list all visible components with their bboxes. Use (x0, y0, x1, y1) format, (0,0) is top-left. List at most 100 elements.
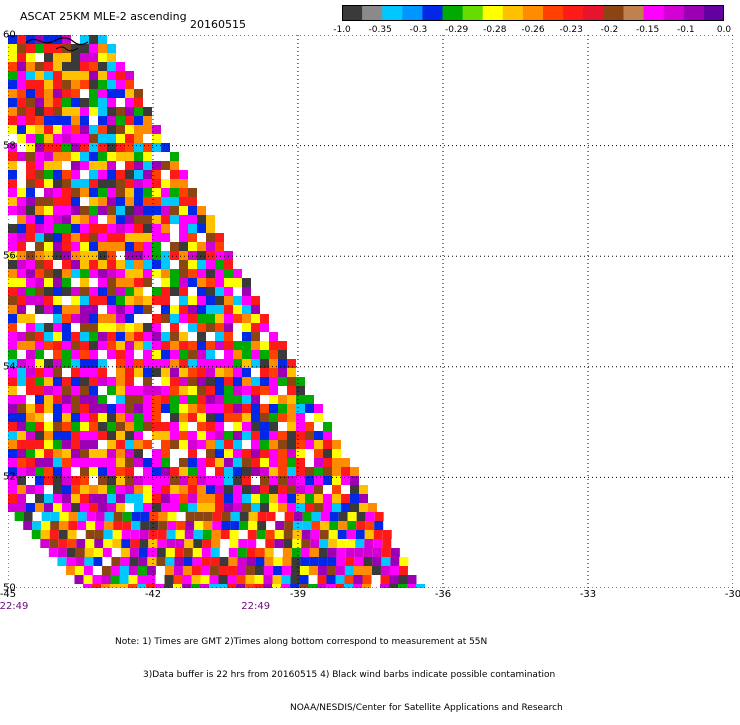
swath-cell (323, 467, 332, 476)
swath-cell (161, 287, 170, 296)
colorbar-label: -0.15 (635, 25, 660, 35)
swath-cell (152, 233, 161, 242)
swath-cell (83, 575, 93, 584)
swath-cell (164, 584, 174, 588)
swath-cell (80, 278, 89, 287)
swath-cell (107, 44, 116, 53)
swath-cell (233, 458, 242, 467)
swath-cell (26, 458, 35, 467)
swath-cell (134, 296, 143, 305)
swath-cell (62, 44, 71, 53)
swath-cell (251, 449, 260, 458)
swath-cell (71, 143, 80, 152)
swath-cell (98, 251, 107, 260)
swath-cell (161, 278, 170, 287)
swath-cell (128, 566, 138, 575)
swath-cell (143, 197, 152, 206)
swath-cell (143, 341, 152, 350)
swath-cell (197, 233, 206, 242)
swath-cell (345, 548, 355, 557)
swath-cell (116, 332, 125, 341)
swath-cell (98, 296, 107, 305)
swath-cell (71, 161, 80, 170)
swath-cell (310, 539, 320, 548)
swath-cell (8, 188, 17, 197)
swath-cell (179, 494, 188, 503)
swath-cell (125, 242, 134, 251)
swath-cell (76, 530, 86, 539)
swath-cell (116, 503, 125, 512)
swath-cell (308, 584, 318, 588)
swath-cell (44, 206, 53, 215)
swath-cell (107, 494, 116, 503)
colorbar-segment (422, 5, 444, 21)
swath-cell (53, 89, 62, 98)
swath-cell (125, 197, 134, 206)
swath-cell (242, 323, 251, 332)
swath-cell (8, 377, 17, 386)
swath-cell (293, 512, 303, 521)
swath-cell (62, 431, 71, 440)
swath-cell (161, 242, 170, 251)
swath-cell (62, 143, 71, 152)
swath-cell (53, 476, 62, 485)
swath-cell (269, 449, 278, 458)
swath-cell (26, 71, 35, 80)
swath-cell (206, 215, 215, 224)
swath-cell (35, 233, 44, 242)
swath-cell (80, 341, 89, 350)
swath-cell (53, 494, 62, 503)
swath-cell (98, 233, 107, 242)
colorbar-segment (583, 5, 604, 21)
swath-cell (110, 575, 120, 584)
swath-cell (134, 404, 143, 413)
swath-cell (179, 386, 188, 395)
swath-cell (179, 251, 188, 260)
swath-cell (26, 278, 35, 287)
swath-cell (35, 413, 44, 422)
swath-cell (179, 341, 188, 350)
swath-cell (116, 242, 125, 251)
swath-cell (152, 125, 161, 134)
swath-cell (287, 476, 296, 485)
swath-cell (62, 206, 71, 215)
swath-cell (95, 521, 105, 530)
swath-cell (308, 575, 318, 584)
swath-cell (233, 422, 242, 431)
swath-cell (53, 305, 62, 314)
swath-cell (17, 224, 26, 233)
swath-cell (224, 413, 233, 422)
swath-cell (134, 98, 143, 107)
swath-cell (211, 530, 221, 539)
swath-cell (188, 431, 197, 440)
swath-cell (314, 476, 323, 485)
swath-cell (224, 296, 233, 305)
swath-cell (128, 584, 138, 588)
swath-cell (53, 350, 62, 359)
swath-cell (215, 467, 224, 476)
swath-cell (8, 368, 17, 377)
swath-cell (71, 107, 80, 116)
swath-cell (161, 296, 170, 305)
swath-cell (170, 458, 179, 467)
swath-cell (143, 260, 152, 269)
swath-cell (44, 152, 53, 161)
swath-cell (269, 332, 278, 341)
swath-cell (26, 53, 35, 62)
swath-cell (152, 152, 161, 161)
swath-cell (206, 323, 215, 332)
swath-cell (107, 269, 116, 278)
swath-cell (269, 413, 278, 422)
swath-cell (266, 521, 276, 530)
swath-cell (179, 467, 188, 476)
swath-cell (264, 557, 274, 566)
swath-cell (179, 242, 188, 251)
swath-cell (197, 296, 206, 305)
swath-cell (125, 422, 134, 431)
swath-cell (111, 557, 121, 566)
swath-cell (161, 305, 170, 314)
swath-cell (233, 494, 242, 503)
swath-cell (134, 395, 143, 404)
colorbar-label: -0.29 (444, 25, 469, 35)
swath-cell (182, 575, 192, 584)
